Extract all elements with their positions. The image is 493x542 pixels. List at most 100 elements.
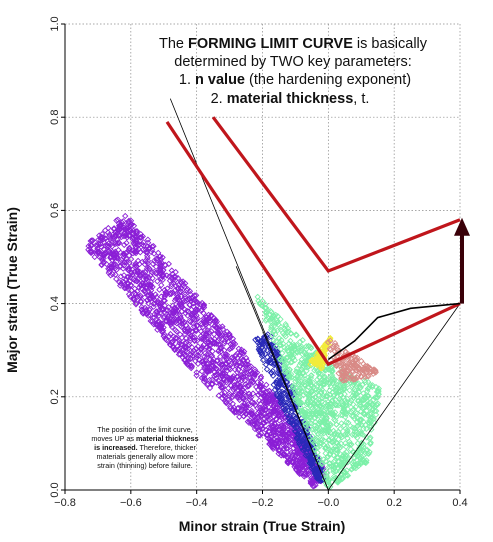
scatter-point [215, 392, 223, 399]
scatter-point [225, 385, 232, 392]
headline-item-1-rest: (the hardening exponent) [245, 72, 411, 88]
scatter-point [231, 357, 238, 365]
scatter-point [375, 391, 382, 398]
scatter-point [242, 384, 249, 391]
scatter-point [228, 354, 235, 362]
scatter-point [350, 401, 357, 408]
scatter-point [281, 365, 288, 372]
scatter-point [127, 293, 134, 300]
scatter-point [122, 232, 130, 239]
scatter-point [198, 321, 206, 328]
scatter-point [120, 272, 128, 279]
scatter-point [251, 366, 258, 373]
scatter-point [254, 293, 261, 301]
scatter-point [291, 455, 298, 462]
scatter-point [224, 367, 231, 374]
scatter-point [307, 442, 314, 449]
scatter-point [123, 258, 131, 266]
scatter-point [158, 293, 165, 300]
scatter-point [187, 355, 194, 362]
scatter-point [328, 371, 336, 379]
scatter-point [344, 428, 351, 435]
scatter-point [108, 264, 116, 271]
scatter-point [332, 402, 339, 409]
scatter-point [314, 468, 321, 475]
scatter-point [112, 271, 119, 278]
scatter-point [298, 388, 305, 395]
scatter-point [260, 409, 268, 417]
headline-line-1-bold: FORMING LIMIT CURVE [188, 36, 353, 52]
scatter-point [280, 340, 287, 348]
scatter-point [297, 344, 304, 351]
scatter-point [222, 333, 229, 340]
scatter-point [316, 412, 323, 419]
scatter-point [355, 388, 363, 396]
scatter-point [283, 434, 291, 442]
scatter-point [276, 447, 283, 454]
scatter-point [307, 461, 315, 468]
scatter-point [177, 350, 184, 358]
scatter-point [349, 382, 356, 390]
scatter-point [359, 431, 366, 438]
scatter-point [295, 381, 302, 388]
scatter-point [268, 401, 275, 408]
scatter-point [299, 351, 306, 358]
scatter-point [261, 350, 269, 358]
scatter-point [173, 320, 180, 327]
scatter-point [329, 368, 336, 375]
scatter-point [161, 309, 168, 316]
scatter-point [176, 289, 183, 297]
y-tick-label: 0.6 [49, 203, 61, 218]
scatter-point [172, 268, 179, 276]
scatter-point [354, 434, 361, 441]
scatter-point [140, 239, 147, 246]
scatter-point [364, 385, 372, 392]
scatter-point [350, 449, 357, 456]
scatter-point [203, 332, 210, 339]
scatter-point [279, 349, 286, 357]
scatter-point [226, 365, 233, 372]
scatter-point [199, 343, 206, 351]
scatter-point [285, 458, 292, 465]
scatter-point [256, 426, 263, 433]
scatter-point [287, 337, 294, 345]
scatter-point [181, 293, 189, 300]
scatter-point [327, 448, 335, 455]
scatter-point [327, 446, 335, 454]
scatter-point [148, 293, 155, 300]
scatter-point [348, 373, 355, 381]
scatter-point [130, 275, 137, 283]
scatter-point [117, 273, 125, 280]
scatter-point [246, 396, 253, 403]
annotation-line-5: strain (thinning) before failure. [97, 461, 192, 470]
scatter-point [139, 233, 146, 240]
scatter-point [287, 359, 294, 366]
scatter-point [368, 414, 375, 421]
scatter-point [131, 296, 138, 303]
scatter-point [106, 235, 114, 243]
scatter-point [344, 435, 351, 442]
scatter-point [243, 407, 251, 414]
scatter-point [223, 328, 231, 335]
scatter-point [157, 262, 164, 269]
scatter-point [127, 263, 135, 270]
scatter-point [363, 373, 371, 380]
scatter-point [339, 408, 346, 416]
scatter-point [257, 390, 264, 397]
annotation-line-2: moves UP as material thickness [91, 434, 198, 443]
scatter-point [222, 398, 230, 406]
scatter-point [279, 431, 286, 438]
scatter-point [359, 456, 366, 463]
scatter-point [170, 273, 178, 281]
scatter-point [355, 397, 362, 404]
scatter-point [358, 422, 365, 429]
x-tick-label: 0.4 [452, 497, 467, 509]
scatter-point [191, 337, 198, 345]
scatter-point [286, 373, 293, 380]
scatter-point [233, 362, 240, 370]
scatter-point [269, 367, 276, 375]
scatter-point [291, 461, 298, 468]
scatter-point [102, 242, 109, 249]
scatter-point [258, 302, 265, 309]
scatter-point [337, 382, 344, 389]
